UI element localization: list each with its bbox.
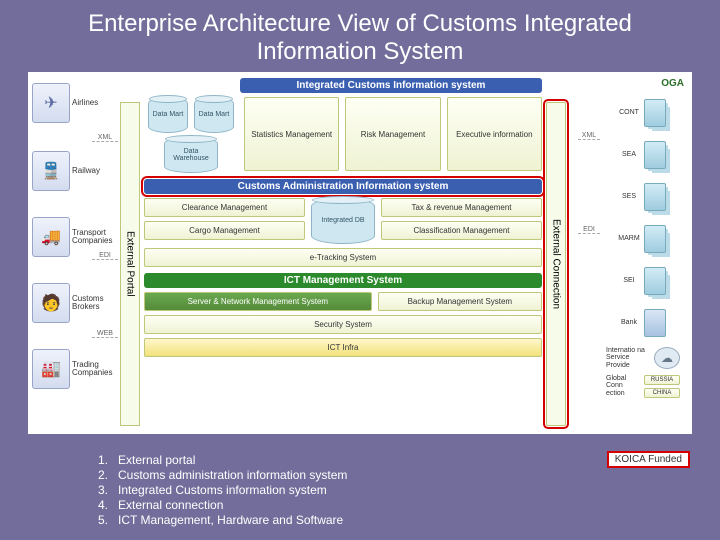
actor-railway: 🚆 Railway — [32, 146, 116, 196]
server-icon — [644, 99, 666, 127]
legend-item: 1.External portal — [90, 453, 347, 467]
conn-tag: WEB — [92, 330, 118, 338]
airplane-icon: ✈ — [32, 83, 70, 123]
center-systems: Integrated Customs Information system Da… — [144, 76, 542, 430]
oga-box: SEA — [616, 135, 688, 175]
oga-box: CONT — [616, 93, 688, 133]
oga-label: OGA — [570, 78, 684, 89]
module-classification: Classification Management — [381, 221, 542, 240]
legend-text: External portal — [118, 453, 195, 467]
person-icon: 🧑 — [32, 283, 70, 323]
actor-label: Airlines — [72, 99, 114, 107]
actor-label: Customs Brokers — [72, 295, 114, 312]
module-infra: ICT Infra — [144, 338, 542, 357]
server-icon — [644, 183, 666, 211]
actor-label: Railway — [72, 167, 114, 175]
oga-item-label: SEI — [616, 277, 642, 284]
external-actors-left: ✈ Airlines XML 🚆 Railway 🚚 Transport Com… — [32, 76, 116, 430]
conn-tag: EDI — [578, 226, 600, 234]
oga-box: SEI — [616, 261, 688, 301]
global-item: CHINA — [644, 388, 680, 398]
module-risk: Risk Management — [345, 97, 440, 171]
conn-tag: XML — [578, 132, 600, 140]
actor-brokers: 🧑 Customs Brokers — [32, 278, 116, 328]
module-backup: Backup Management System — [378, 292, 542, 311]
legend-text: Integrated Customs information system — [118, 483, 327, 497]
module-statistics: Statistics Management — [244, 97, 339, 171]
integrated-db-cyl: Integrated DB — [311, 198, 375, 244]
data-mart-cyl: Data Mart — [148, 97, 188, 133]
actor-label: Trading Companies — [72, 361, 114, 378]
conn-tag: EDI — [92, 252, 118, 260]
data-mart-cyl: Data Mart — [194, 97, 234, 133]
module-executive: Executive information — [447, 97, 542, 171]
actor-airlines: ✈ Airlines — [32, 78, 116, 128]
data-warehouse-cyl: Data Warehouse — [164, 137, 218, 173]
legend-item: 3.Integrated Customs information system — [90, 483, 347, 497]
server-icon — [644, 267, 666, 295]
legend-text: Customs administration information syste… — [118, 468, 347, 482]
architecture-diagram: ✈ Airlines XML 🚆 Railway 🚚 Transport Com… — [28, 72, 692, 434]
server-icon — [644, 309, 666, 337]
oga-item-label: SES — [616, 193, 642, 200]
train-icon: 🚆 — [32, 151, 70, 191]
legend-text: External connection — [118, 498, 223, 512]
oga-box: MARM — [616, 219, 688, 259]
global-item: RUSSIA — [644, 375, 680, 385]
oga-box: Bank — [616, 303, 688, 343]
external-actors-right: OGA XML EDI CONT SEA SES MARM SEI Bank I… — [570, 76, 688, 430]
oga-box: SES — [616, 177, 688, 217]
external-portal-bar: External Portal — [120, 102, 140, 426]
page-title: Enterprise Architecture View of Customs … — [0, 0, 720, 72]
legend-item: 4.External connection — [90, 498, 347, 512]
module-security: Security System — [144, 315, 542, 334]
module-server-network: Server & Network Management System — [144, 292, 372, 311]
oga-item-label: CONT — [616, 109, 642, 116]
isp-block: Internatio na Service Provide ☁ — [606, 347, 686, 369]
oga-item-label: MARM — [616, 235, 642, 242]
footer-legend: 1.External portal 2.Customs administrati… — [90, 452, 347, 528]
server-icon — [644, 225, 666, 253]
band-customs-admin: Customs Administration Information syste… — [144, 179, 542, 194]
oga-item-label: SEA — [616, 151, 642, 158]
global-conn-label: Global Conn ection — [606, 375, 640, 398]
actor-label: Transport Companies — [72, 229, 114, 246]
truck-icon: 🚚 — [32, 217, 70, 257]
koica-badge: KOICA Funded — [607, 451, 690, 468]
actor-trading: 🏭 Trading Companies — [32, 344, 116, 394]
server-icon — [644, 141, 666, 169]
oga-item-label: Bank — [616, 319, 642, 326]
legend-item: 5.ICT Management, Hardware and Software — [90, 513, 347, 527]
cloud-icon: ☁ — [654, 347, 680, 369]
module-tax: Tax & revenue Management — [381, 198, 542, 217]
external-connection-bar: External Connection — [546, 102, 566, 426]
global-conn-block: Global Conn ection RUSSIA CHINA — [606, 375, 686, 398]
conn-tag: XML — [92, 134, 118, 142]
isp-label: Internatio na Service Provide — [606, 347, 650, 369]
module-clearance: Clearance Management — [144, 198, 305, 217]
module-cargo: Cargo Management — [144, 221, 305, 240]
legend-item: 2.Customs administration information sys… — [90, 468, 347, 482]
legend-text: ICT Management, Hardware and Software — [118, 513, 343, 527]
band-ict: ICT Management System — [144, 273, 542, 288]
module-etracking: e-Tracking System — [144, 248, 542, 267]
factory-icon: 🏭 — [32, 349, 70, 389]
band-integrated-customs: Integrated Customs Information system — [240, 78, 542, 93]
